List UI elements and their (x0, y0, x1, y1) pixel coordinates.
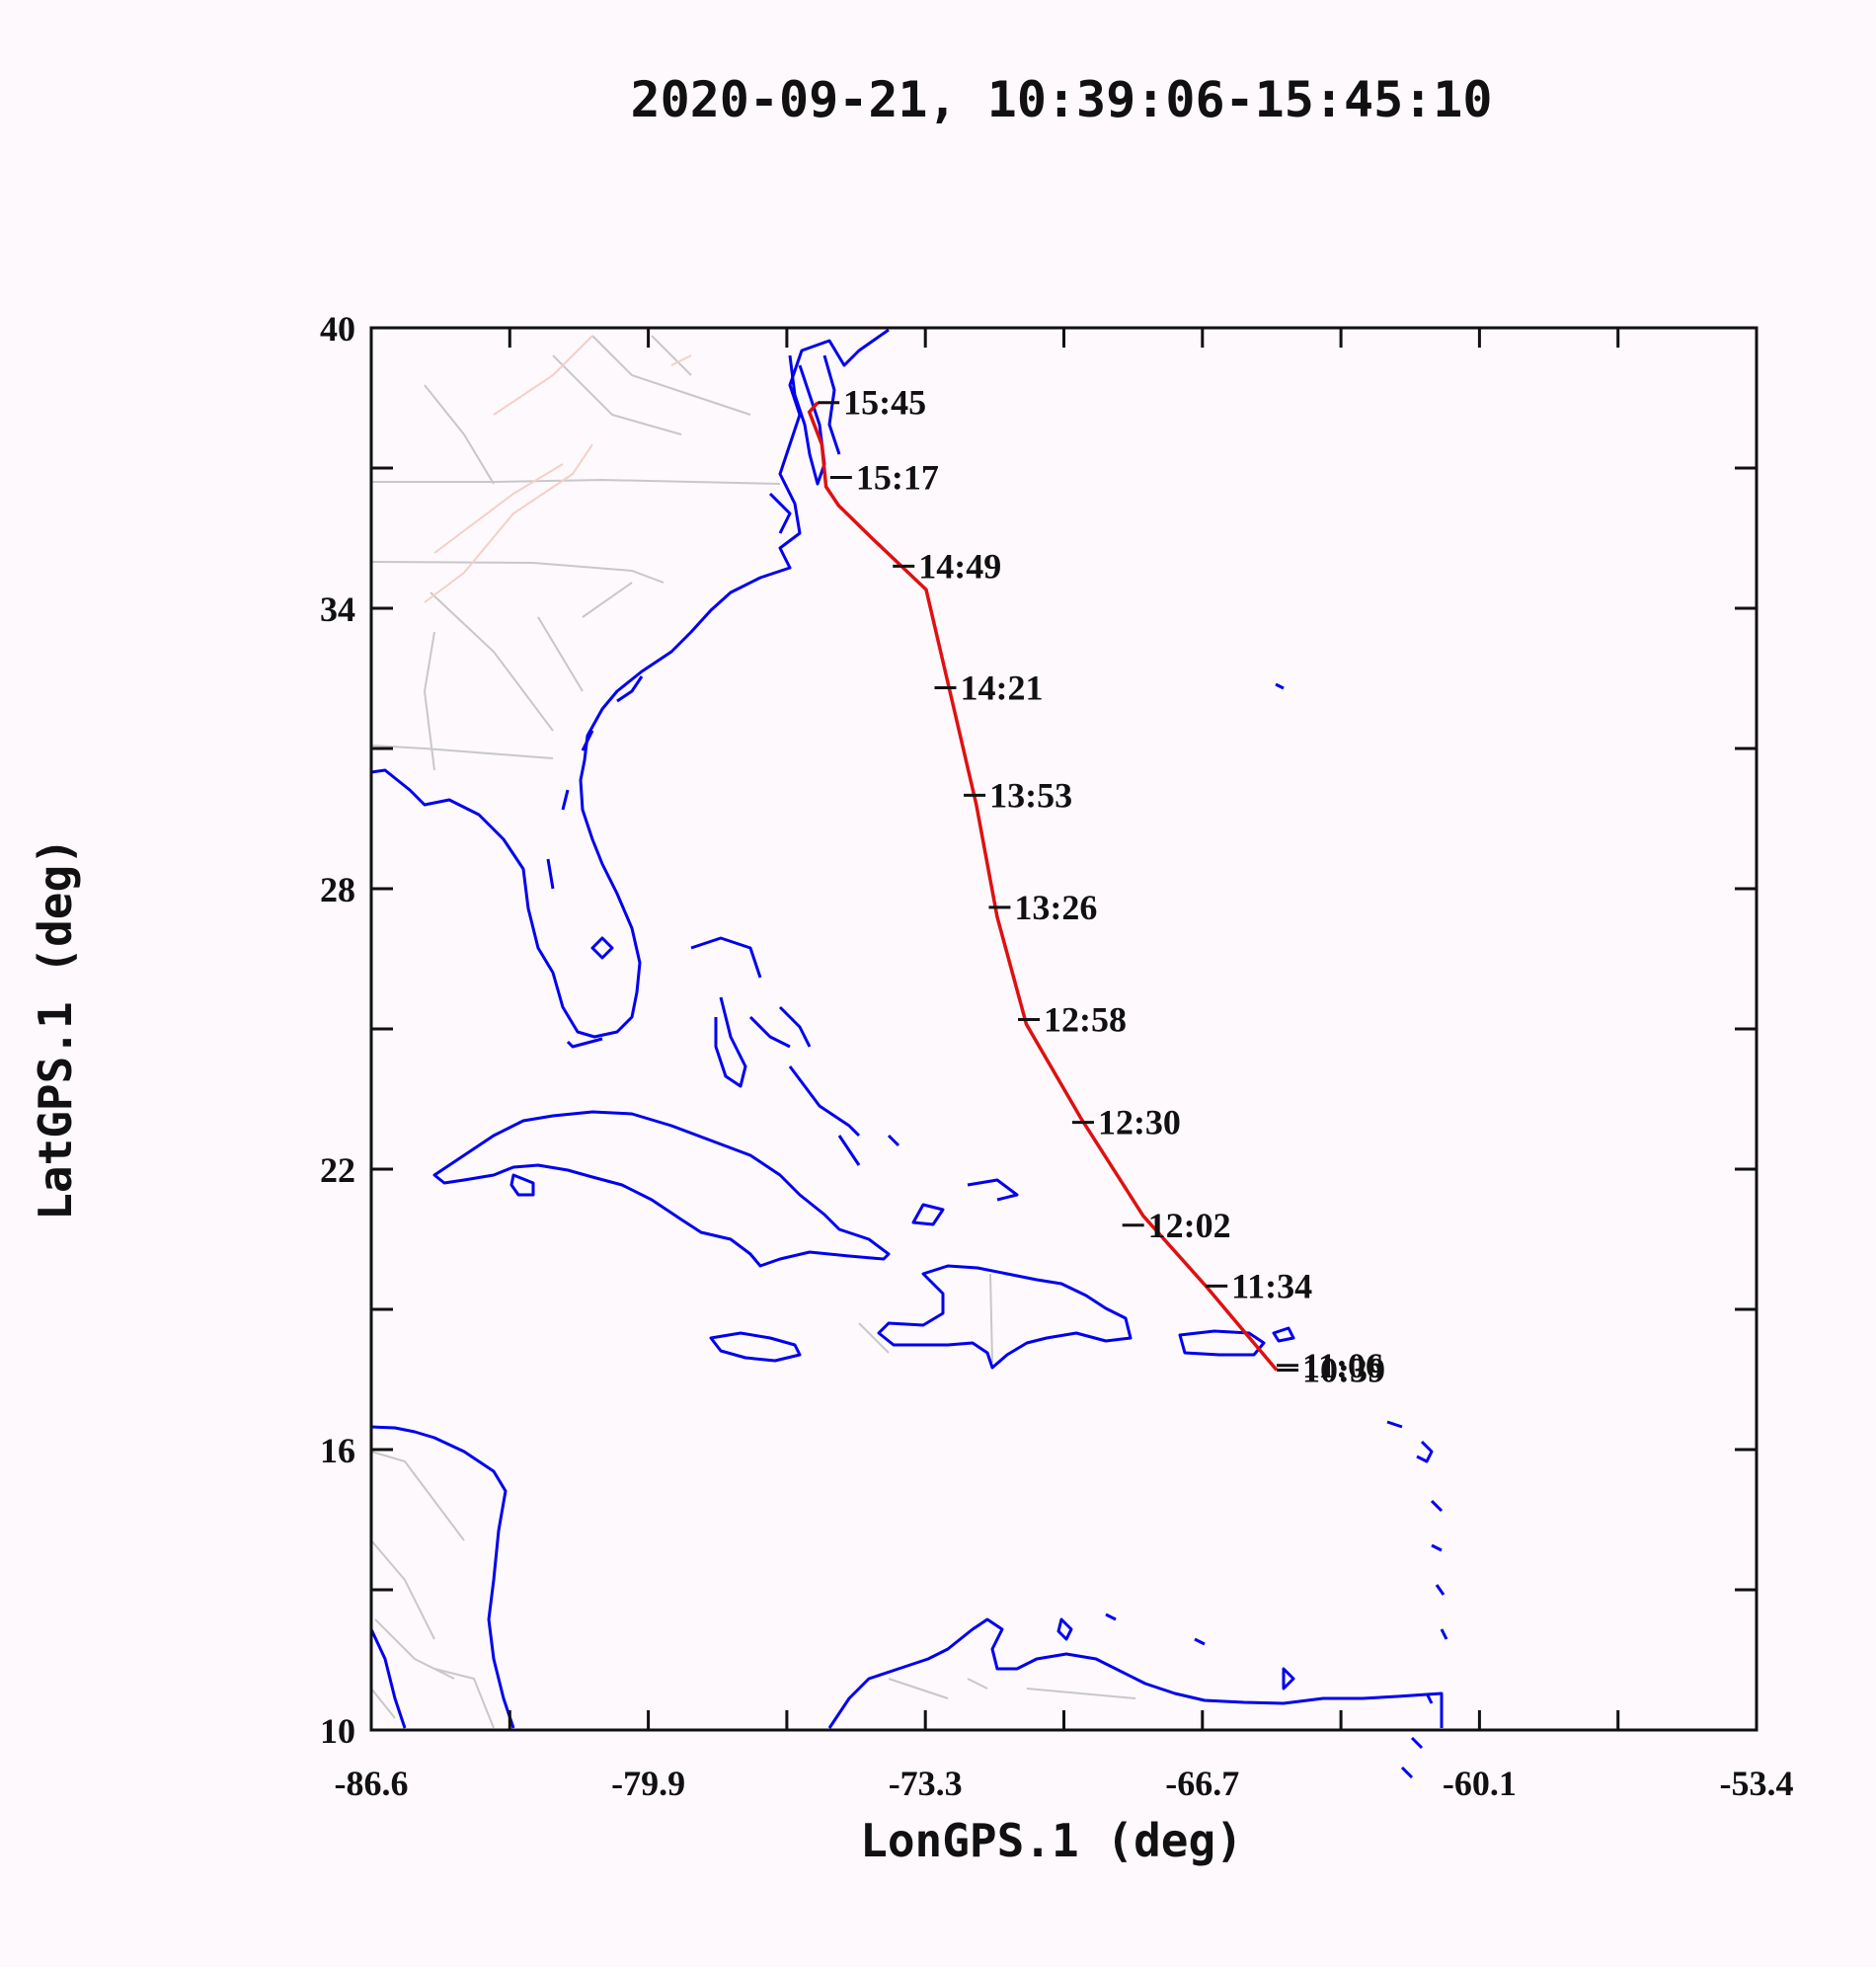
rivers (424, 335, 692, 603)
time-marker-label: 14:49 (918, 546, 1001, 586)
y-tick-label: 10 (320, 1711, 355, 1751)
x-tick-label: -73.3 (889, 1764, 963, 1803)
flight-track-line (807, 401, 1279, 1372)
y-tick-label: 28 (320, 870, 355, 909)
time-marker-label: 10:39 (1302, 1351, 1385, 1390)
state-borders (370, 335, 1136, 1729)
y-tick-label: 22 (320, 1150, 355, 1190)
jamaica-coastline (709, 1331, 802, 1363)
central-america-coastline (369, 1425, 515, 1729)
x-tick-label: -86.6 (335, 1764, 409, 1803)
x-tick-label: -53.4 (1720, 1764, 1794, 1803)
coastlines (369, 328, 1448, 1779)
time-marker-label: 11:34 (1231, 1266, 1312, 1305)
time-marker-label: 15:45 (843, 383, 926, 423)
map-basemap (369, 328, 1448, 1779)
time-marker-label: 13:53 (989, 775, 1072, 815)
time-marker-label: 11:06 (1302, 1346, 1383, 1385)
cuba-coastline (432, 1110, 891, 1268)
y-tick-label: 34 (320, 590, 355, 629)
time-marker-label: 12:02 (1148, 1206, 1231, 1245)
x-tick-label: -79.9 (611, 1764, 685, 1803)
x-tick-label: -60.1 (1443, 1764, 1517, 1803)
x-tick-label: -66.7 (1165, 1764, 1239, 1803)
y-tick-label: 16 (320, 1431, 355, 1470)
hispaniola-coastline (877, 1264, 1133, 1370)
time-marker-label: 12:30 (1098, 1103, 1181, 1142)
us-east-coastline (370, 328, 890, 1039)
time-marker-label: 14:21 (960, 668, 1043, 707)
y-tick-label: 40 (320, 309, 355, 349)
x-axis-label: LonGPS.1 (deg) (860, 1814, 1243, 1867)
time-marker-label: 13:26 (1014, 888, 1097, 927)
plot-title: 2020-09-21, 10:39:06-15:45:10 (631, 71, 1493, 128)
south-america-coastline (827, 1617, 1444, 1729)
time-marker-label: 12:58 (1044, 1000, 1127, 1040)
y-tick-labels: 40 34 28 22 16 10 (320, 309, 355, 1751)
puerto-rico-coastline (1178, 1329, 1266, 1357)
axis-ticks (369, 326, 1759, 1732)
flight-track (807, 401, 1279, 1372)
x-tick-labels: -86.6 -79.9 -73.3 -66.7 -60.1 -53.4 (335, 1764, 1794, 1803)
y-axis-label: LatGPS.1 (deg) (29, 837, 82, 1220)
time-marker-label: 15:17 (856, 457, 939, 497)
